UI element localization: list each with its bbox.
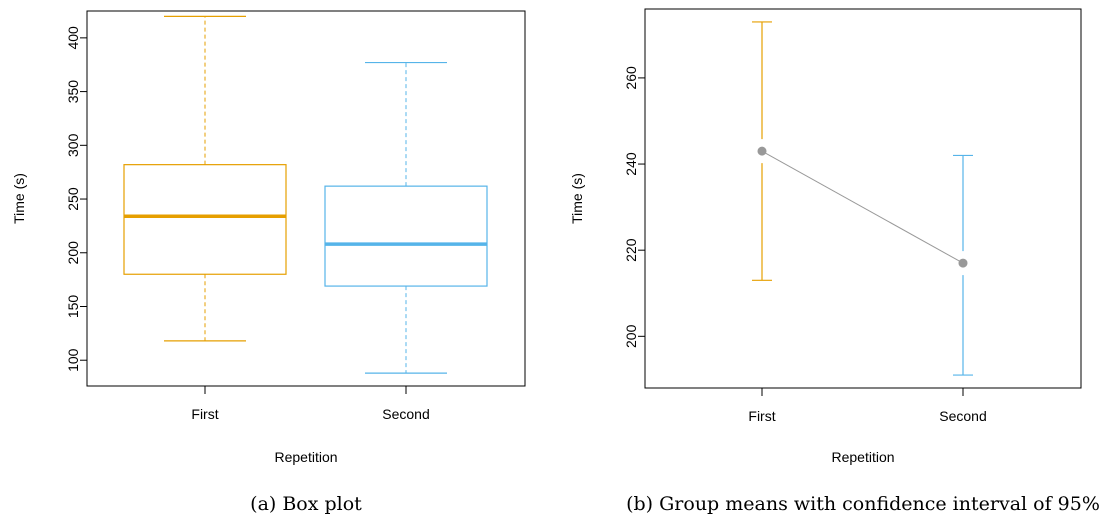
box-plot-x-tick-label: Second: [382, 406, 429, 422]
box-plot-y-tick-label: 150: [65, 295, 81, 319]
box-plot-y-axis-label: Time (s): [11, 173, 27, 224]
means-ci-y-axis-label: Time (s): [569, 173, 585, 224]
box-plot-y-tick-label: 200: [65, 241, 81, 265]
box-plot-y-ticks: 100 150 200 250 300 350 400: [65, 26, 87, 372]
means-ci-panel: 200 220 240 260 First Second Time (s) Repeti…: [569, 8, 1100, 515]
ci-second: [953, 154, 973, 376]
box-plot-x-axis-label: Repetition: [274, 449, 337, 465]
box-plot-panel: 100 150 200 250 300 350 400 First Second Time (…: [11, 10, 526, 515]
means-ci-y-tick-label: 200: [623, 324, 639, 348]
box-plot-frame: [86, 10, 526, 387]
ci-first: [752, 21, 772, 281]
means-ci-y-tick-label: 220: [623, 238, 639, 262]
means-ci-x-tick-label: Second: [939, 408, 986, 424]
box-plot-y-tick-label: 250: [65, 187, 81, 211]
box-plot-boxes: [123, 15, 488, 374]
box-plot-y-tick-label: 300: [65, 133, 81, 157]
means-ci-y-ticks: 200 220 240 260: [623, 66, 645, 348]
means-ci-y-tick-label: 260: [623, 66, 639, 90]
mean-connector-line: [761, 150, 964, 264]
box-plot-x-tick-label: First: [191, 406, 218, 422]
box-first: [123, 15, 287, 342]
means-ci-marks: [752, 21, 973, 376]
mean-point: [757, 146, 767, 156]
means-ci-y-tick-label: 240: [623, 152, 639, 176]
mean-point: [958, 258, 968, 268]
means-ci-frame: [644, 8, 1082, 389]
means-ci-x-axis-label: Repetition: [831, 449, 894, 465]
box-plot-caption: (a) Box plot: [250, 493, 362, 515]
means-ci-x-tick-label: First: [748, 408, 775, 424]
box-second: [324, 61, 488, 374]
box-plot-y-tick-label: 100: [65, 348, 81, 372]
iqr-box: [123, 164, 287, 275]
box-plot-y-tick-label: 400: [65, 26, 81, 50]
means-ci-caption: (b) Group means with confidence interval…: [626, 493, 1100, 515]
box-plot-y-tick-label: 350: [65, 80, 81, 104]
iqr-box: [324, 185, 488, 287]
box-plot-x-ticks: First Second: [191, 386, 430, 422]
means-ci-x-ticks: First Second: [748, 388, 987, 424]
